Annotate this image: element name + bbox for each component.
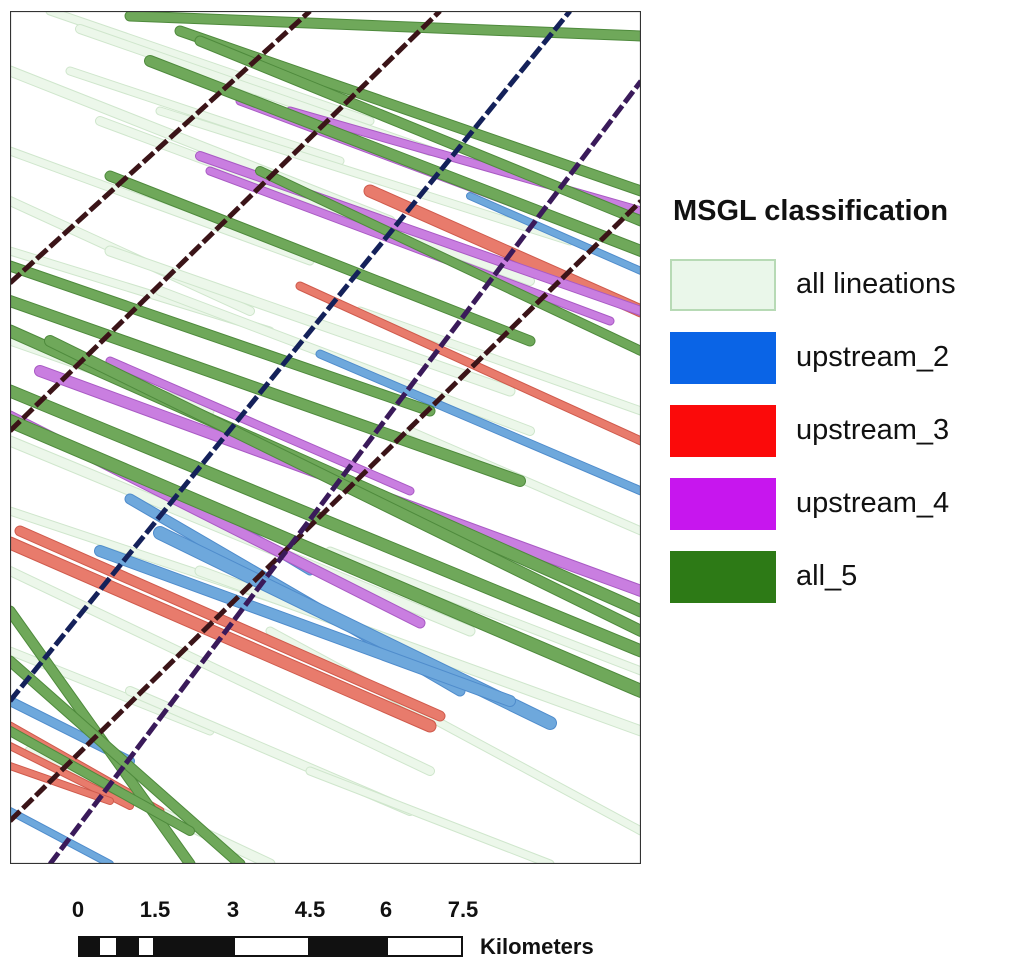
upstream-2-lineation — [10, 808, 113, 864]
survey-track-line — [10, 11, 312, 285]
lineation — [356, 307, 641, 415]
all-5-layer — [10, 11, 641, 864]
lineation — [195, 566, 641, 736]
upstream-2-lineation — [467, 193, 641, 274]
all-5-lineation — [10, 727, 194, 835]
upstream-3-lineation — [10, 537, 436, 732]
legend-label: upstream_4 — [796, 487, 950, 519]
legend-item-upstream-4: upstream_4 — [670, 467, 1015, 540]
legend-item-upstream-3: upstream_3 — [670, 394, 1015, 467]
all-5-lineation — [145, 56, 641, 256]
scale-tick-label: 4.5 — [294, 897, 326, 922]
lineation — [326, 547, 641, 675]
lineation — [10, 567, 434, 775]
all-5-lineation — [256, 167, 641, 355]
lineation — [105, 246, 515, 396]
all-5-lineation — [10, 296, 525, 486]
scale-segment — [118, 936, 137, 957]
legend-item-all-lineations: all lineations — [670, 248, 1015, 321]
scale-tick-label: 3 — [226, 897, 240, 922]
lineation — [46, 11, 374, 125]
legend-label: all lineations — [796, 268, 956, 300]
legend-swatch-upstream-3 — [670, 404, 776, 457]
survey-track-line — [10, 199, 641, 823]
lineation — [306, 767, 554, 864]
legend-label: upstream_2 — [796, 341, 950, 373]
scale-segment — [98, 936, 118, 957]
lineation — [10, 147, 314, 265]
scale-bar: 0 1.5 3 4.5 6 7.5 Kilometers — [60, 895, 660, 964]
survey-track-line — [10, 11, 572, 703]
survey-track-line — [48, 79, 641, 864]
upstream-3-lineation — [296, 282, 641, 445]
legend-label: all_5 — [796, 560, 858, 592]
legend: MSGL classification all lineations upstr… — [670, 195, 1015, 613]
legend-swatch-all-5 — [670, 550, 776, 603]
scale-segment — [233, 936, 310, 957]
legend-label: upstream_3 — [796, 414, 950, 446]
lineation — [66, 67, 344, 165]
msgl-map — [10, 11, 641, 864]
all-5-lineation — [10, 261, 435, 416]
survey-track-line — [10, 11, 442, 433]
upstream-3-lineation — [10, 743, 133, 809]
legend-swatch-upstream-2 — [670, 331, 776, 384]
scale-segment — [310, 936, 386, 957]
legend-item-all-5: all_5 — [670, 540, 1015, 613]
upstream-2-layer — [10, 192, 641, 864]
all-5-lineation — [10, 415, 641, 697]
scale-segment — [386, 936, 463, 957]
all-5-lineation — [125, 11, 641, 41]
map-frame — [10, 11, 641, 864]
upstream-2-lineation — [95, 546, 515, 706]
legend-swatch-upstream-4 — [670, 477, 776, 530]
upstream-3-lineation — [10, 763, 113, 804]
legend-title: MSGL classification — [673, 195, 949, 227]
all-5-lineation — [10, 385, 641, 657]
legend-item-upstream-2: upstream_2 — [670, 321, 1015, 394]
lineation — [156, 107, 574, 245]
all-5-lineation — [195, 36, 641, 226]
scale-tick-label: 7.5 — [447, 897, 479, 922]
scale-tick-label: 0 — [71, 897, 85, 922]
scale-segment — [78, 936, 98, 957]
scale-tick-label: 1.5 — [139, 897, 171, 922]
scale-tick-label: 6 — [379, 897, 393, 922]
legend-swatch-all-lineations — [670, 258, 776, 311]
upstream-2-lineation — [316, 350, 641, 495]
scale-segment — [137, 936, 155, 957]
all-5-lineation — [45, 336, 641, 636]
scale-unit-label: Kilometers — [480, 934, 594, 959]
all-5-lineation — [105, 171, 535, 346]
scale-segment — [155, 936, 233, 957]
upstream-4-lineation — [106, 357, 414, 495]
survey-tracks-layer — [10, 11, 641, 864]
